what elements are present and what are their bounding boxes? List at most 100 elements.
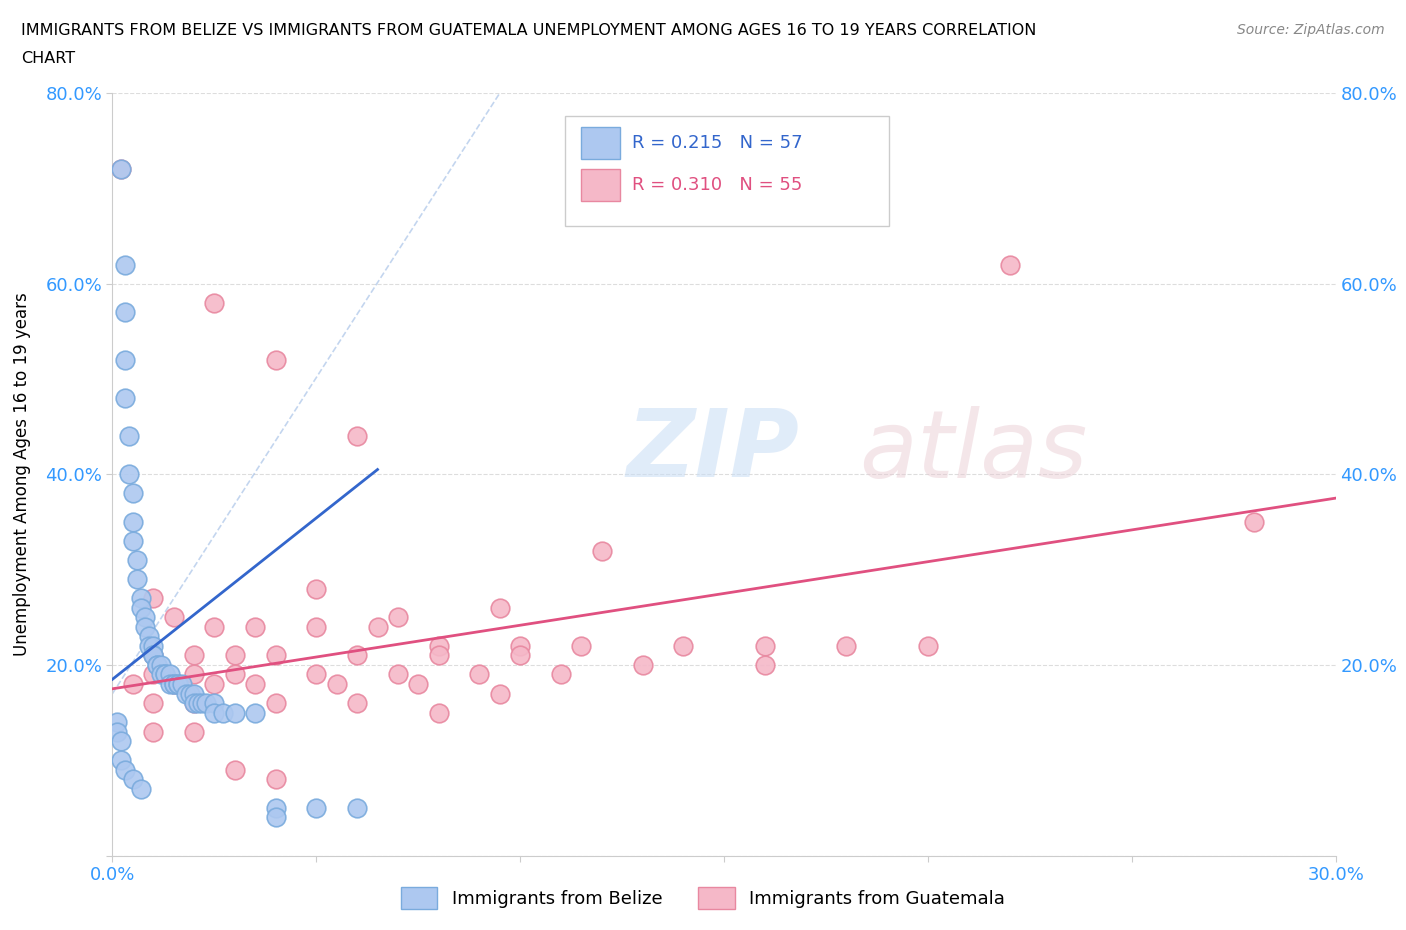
Point: [509, 639, 531, 654]
Point: [105, 724, 128, 739]
FancyBboxPatch shape: [581, 169, 620, 201]
Point: [129, 601, 152, 616]
Point: [114, 763, 136, 777]
Point: [305, 619, 328, 634]
Point: [122, 485, 145, 500]
Point: [183, 724, 205, 739]
Point: [245, 677, 267, 692]
Text: R = 0.310   N = 55: R = 0.310 N = 55: [633, 176, 803, 193]
Point: [129, 591, 152, 605]
Point: [346, 648, 368, 663]
Text: CHART: CHART: [21, 51, 75, 66]
Point: [387, 667, 409, 682]
Point: [142, 591, 165, 605]
Point: [183, 696, 205, 711]
Point: [110, 753, 132, 768]
Point: [114, 258, 136, 272]
Point: [155, 667, 177, 682]
Point: [122, 772, 145, 787]
Point: [204, 619, 226, 634]
Point: [245, 705, 267, 720]
Point: [183, 648, 205, 663]
Point: [122, 534, 145, 549]
Point: [138, 629, 160, 644]
Point: [142, 639, 165, 654]
Point: [166, 677, 188, 692]
Point: [179, 686, 201, 701]
Point: [408, 677, 430, 692]
Point: [166, 677, 188, 692]
Text: IMMIGRANTS FROM BELIZE VS IMMIGRANTS FROM GUATEMALA UNEMPLOYMENT AMONG AGES 16 T: IMMIGRANTS FROM BELIZE VS IMMIGRANTS FRO…: [21, 23, 1036, 38]
Point: [264, 801, 287, 816]
Point: [427, 639, 450, 654]
Point: [159, 677, 181, 692]
Point: [187, 696, 209, 711]
Point: [110, 162, 132, 177]
Point: [346, 429, 368, 444]
Y-axis label: Unemployment Among Ages 16 to 19 years: Unemployment Among Ages 16 to 19 years: [13, 292, 31, 657]
Point: [264, 696, 287, 711]
Point: [346, 801, 368, 816]
Point: [224, 705, 246, 720]
Point: [1243, 514, 1265, 529]
Point: [125, 552, 148, 567]
Point: [183, 686, 205, 701]
Point: [264, 352, 287, 367]
Point: [174, 686, 197, 701]
Point: [170, 677, 193, 692]
Point: [150, 658, 173, 672]
Point: [427, 705, 450, 720]
Point: [122, 677, 145, 692]
Text: ZIP: ZIP: [626, 405, 799, 498]
Point: [204, 677, 226, 692]
Text: R = 0.215   N = 57: R = 0.215 N = 57: [633, 134, 803, 152]
Point: [550, 667, 572, 682]
Point: [571, 639, 593, 654]
Point: [159, 667, 181, 682]
Point: [142, 724, 165, 739]
Point: [138, 639, 160, 654]
Point: [134, 619, 156, 634]
Point: [163, 677, 186, 692]
Point: [224, 763, 246, 777]
Point: [146, 658, 169, 672]
Point: [224, 648, 246, 663]
Point: [224, 667, 246, 682]
Point: [163, 677, 186, 692]
Point: [142, 648, 165, 663]
Point: [183, 667, 205, 682]
FancyBboxPatch shape: [581, 127, 620, 159]
Point: [183, 696, 205, 711]
Point: [211, 705, 233, 720]
Point: [204, 296, 226, 311]
Point: [155, 667, 177, 682]
Point: [150, 667, 173, 682]
Point: [245, 619, 267, 634]
Point: [142, 696, 165, 711]
Point: [264, 772, 287, 787]
Point: [122, 514, 145, 529]
Point: [118, 429, 141, 444]
Point: [118, 467, 141, 482]
FancyBboxPatch shape: [565, 116, 889, 227]
Point: [129, 781, 152, 796]
Point: [305, 581, 328, 596]
Text: atlas: atlas: [859, 405, 1087, 497]
Point: [672, 639, 695, 654]
Point: [110, 734, 132, 749]
Point: [754, 639, 776, 654]
Point: [105, 714, 128, 729]
Point: [917, 639, 939, 654]
Point: [468, 667, 491, 682]
Point: [489, 686, 512, 701]
Point: [114, 305, 136, 320]
Point: [754, 658, 776, 672]
Point: [489, 601, 512, 616]
Point: [305, 801, 328, 816]
Point: [387, 610, 409, 625]
Point: [134, 610, 156, 625]
Point: [204, 696, 226, 711]
Point: [591, 543, 613, 558]
Point: [142, 648, 165, 663]
Point: [204, 705, 226, 720]
